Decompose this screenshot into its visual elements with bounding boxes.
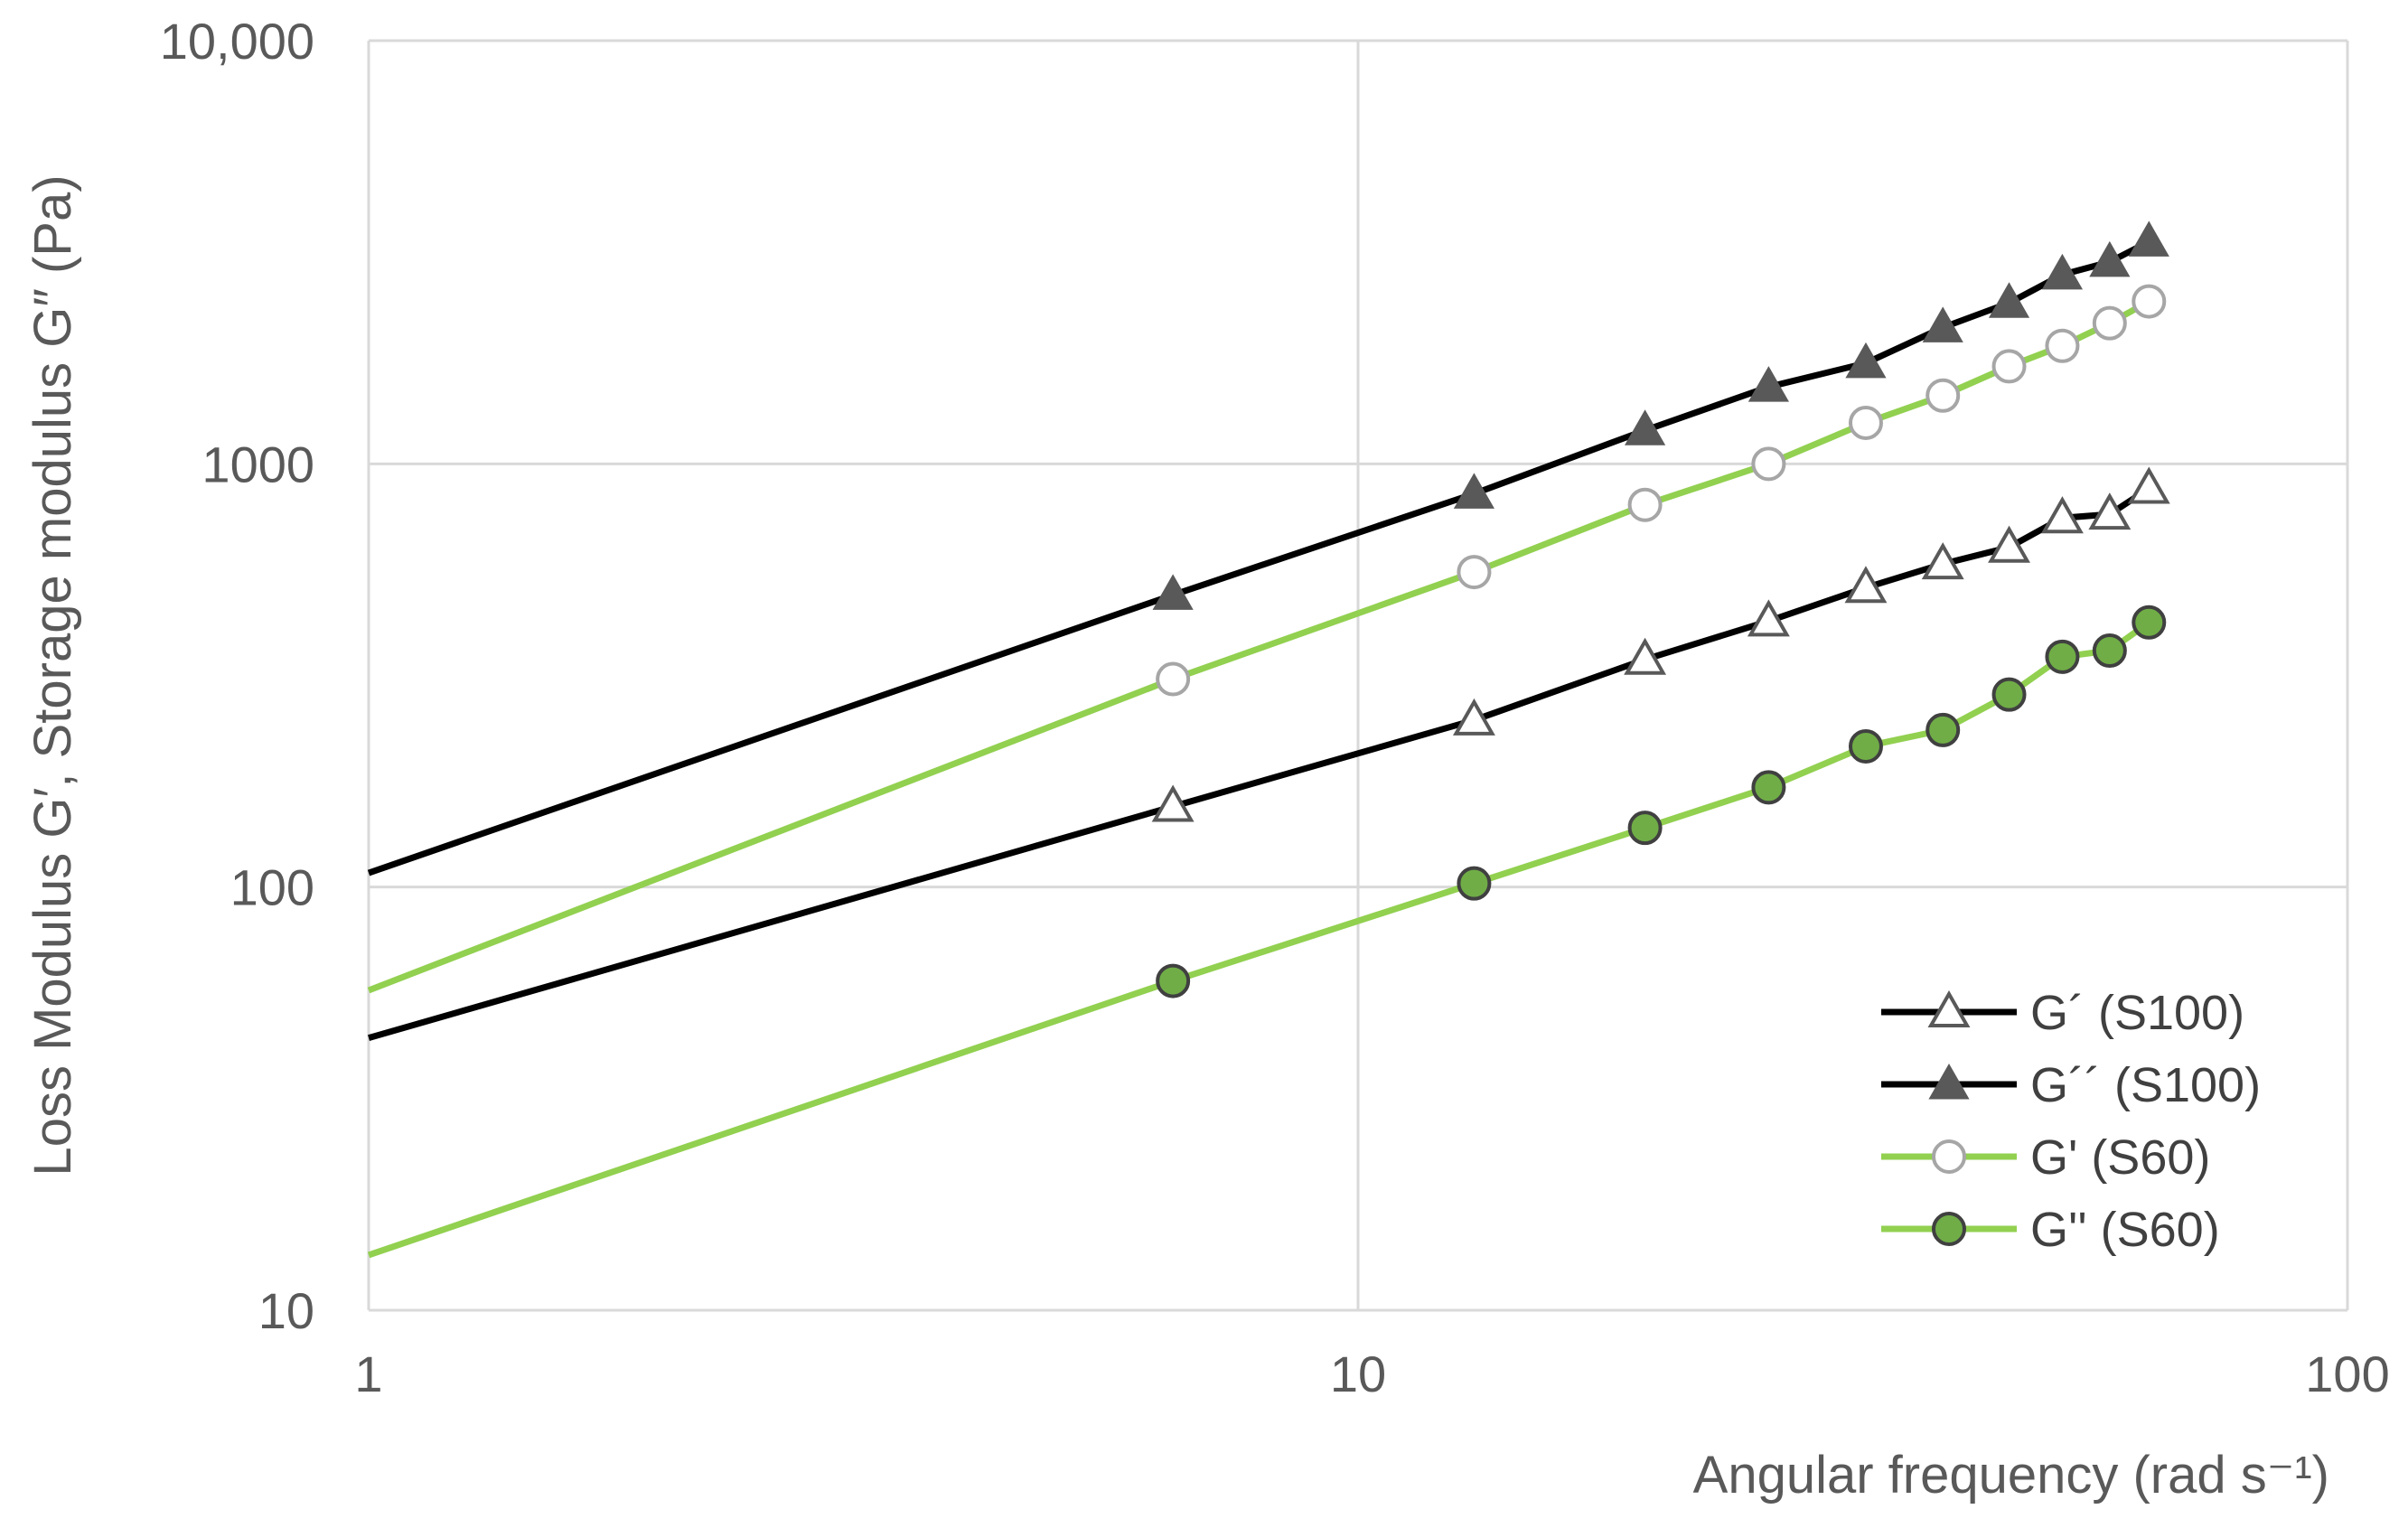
data-point [1453,473,1494,509]
y-axis-title: Loss Modulus G′, Storage modulus G″ (Pa) [23,174,82,1176]
data-point [1627,811,1663,846]
axes: 10 100 1000 10,000 1 10 100 Angular frequency (… [23,13,2390,1505]
data-point [1848,728,1883,764]
data-point [1991,677,2027,712]
legend-marker [1932,1212,1966,1246]
data-point [1457,555,1492,590]
data-point [2092,633,2127,669]
legend-marker [1927,989,1971,1027]
y-tick-label: 1000 [201,436,314,492]
data-point [2045,328,2080,363]
y-tick-label: 10,000 [160,13,314,70]
data-point [1925,378,1961,413]
data-point [2132,284,2167,319]
data-point [1751,770,1786,805]
data-point [1624,637,1667,675]
x-tick-label: 10 [1330,1345,1386,1402]
legend-item: G'' (S60) [1881,1203,2220,1257]
legend-label: G´´ (S100) [2030,1058,2261,1112]
data-point [1452,698,1495,736]
x-axis-title: Angular frequency (rad s⁻¹) [1693,1446,2329,1505]
x-tick-label: 100 [2305,1345,2389,1402]
data-point [1751,446,1786,482]
data-point [1922,306,1963,342]
y-tick-label: 100 [230,859,314,916]
series-0 [368,466,2170,1042]
legend-marker [1932,1139,1966,1174]
data-point [1845,342,1887,379]
grid [367,39,2349,1312]
data-point [1156,963,1191,998]
data-point [1844,566,1888,604]
data-point [1627,487,1663,522]
series-line [367,619,2151,1259]
data-point [1747,366,1789,402]
data-point [2088,492,2132,530]
series-line [367,239,2150,876]
x-tick-label: 1 [354,1345,382,1402]
legend-label: G´ (S100) [2030,986,2244,1040]
series-3 [367,605,2167,1259]
data-point [1156,661,1191,697]
data-point [2089,240,2131,277]
data-point [1151,784,1195,822]
data-point [1457,866,1492,901]
data-point [2041,253,2084,290]
data-point [1988,525,2030,563]
data-point [1988,282,2030,318]
data-point [1921,542,1964,580]
data-point [2092,305,2127,341]
legend-label: G' (S60) [2030,1130,2210,1185]
series-group [367,220,2170,1259]
legend: G´ (S100) G´´ (S100) G' (S60) G'' (S60) [1881,986,2261,1257]
data-point [2127,466,2170,504]
data-point [1625,409,1666,445]
data-point [2132,605,2167,640]
series-2 [367,284,2167,994]
legend-marker [1928,1063,1970,1100]
data-point [2040,496,2084,534]
data-point [2045,639,2080,674]
legend-item: G´´ (S100) [1881,1058,2261,1112]
data-point [1152,574,1194,610]
data-point [1848,405,1883,440]
data-point [1747,599,1790,637]
series-1 [367,220,2169,876]
data-point [1991,349,2027,384]
legend-item: G´ (S100) [1881,986,2244,1040]
data-point [2128,220,2169,257]
data-point [1925,712,1961,747]
y-tick-label: 10 [258,1282,314,1339]
legend-item: G' (S60) [1881,1130,2210,1185]
legend-label: G'' (S60) [2030,1203,2220,1257]
